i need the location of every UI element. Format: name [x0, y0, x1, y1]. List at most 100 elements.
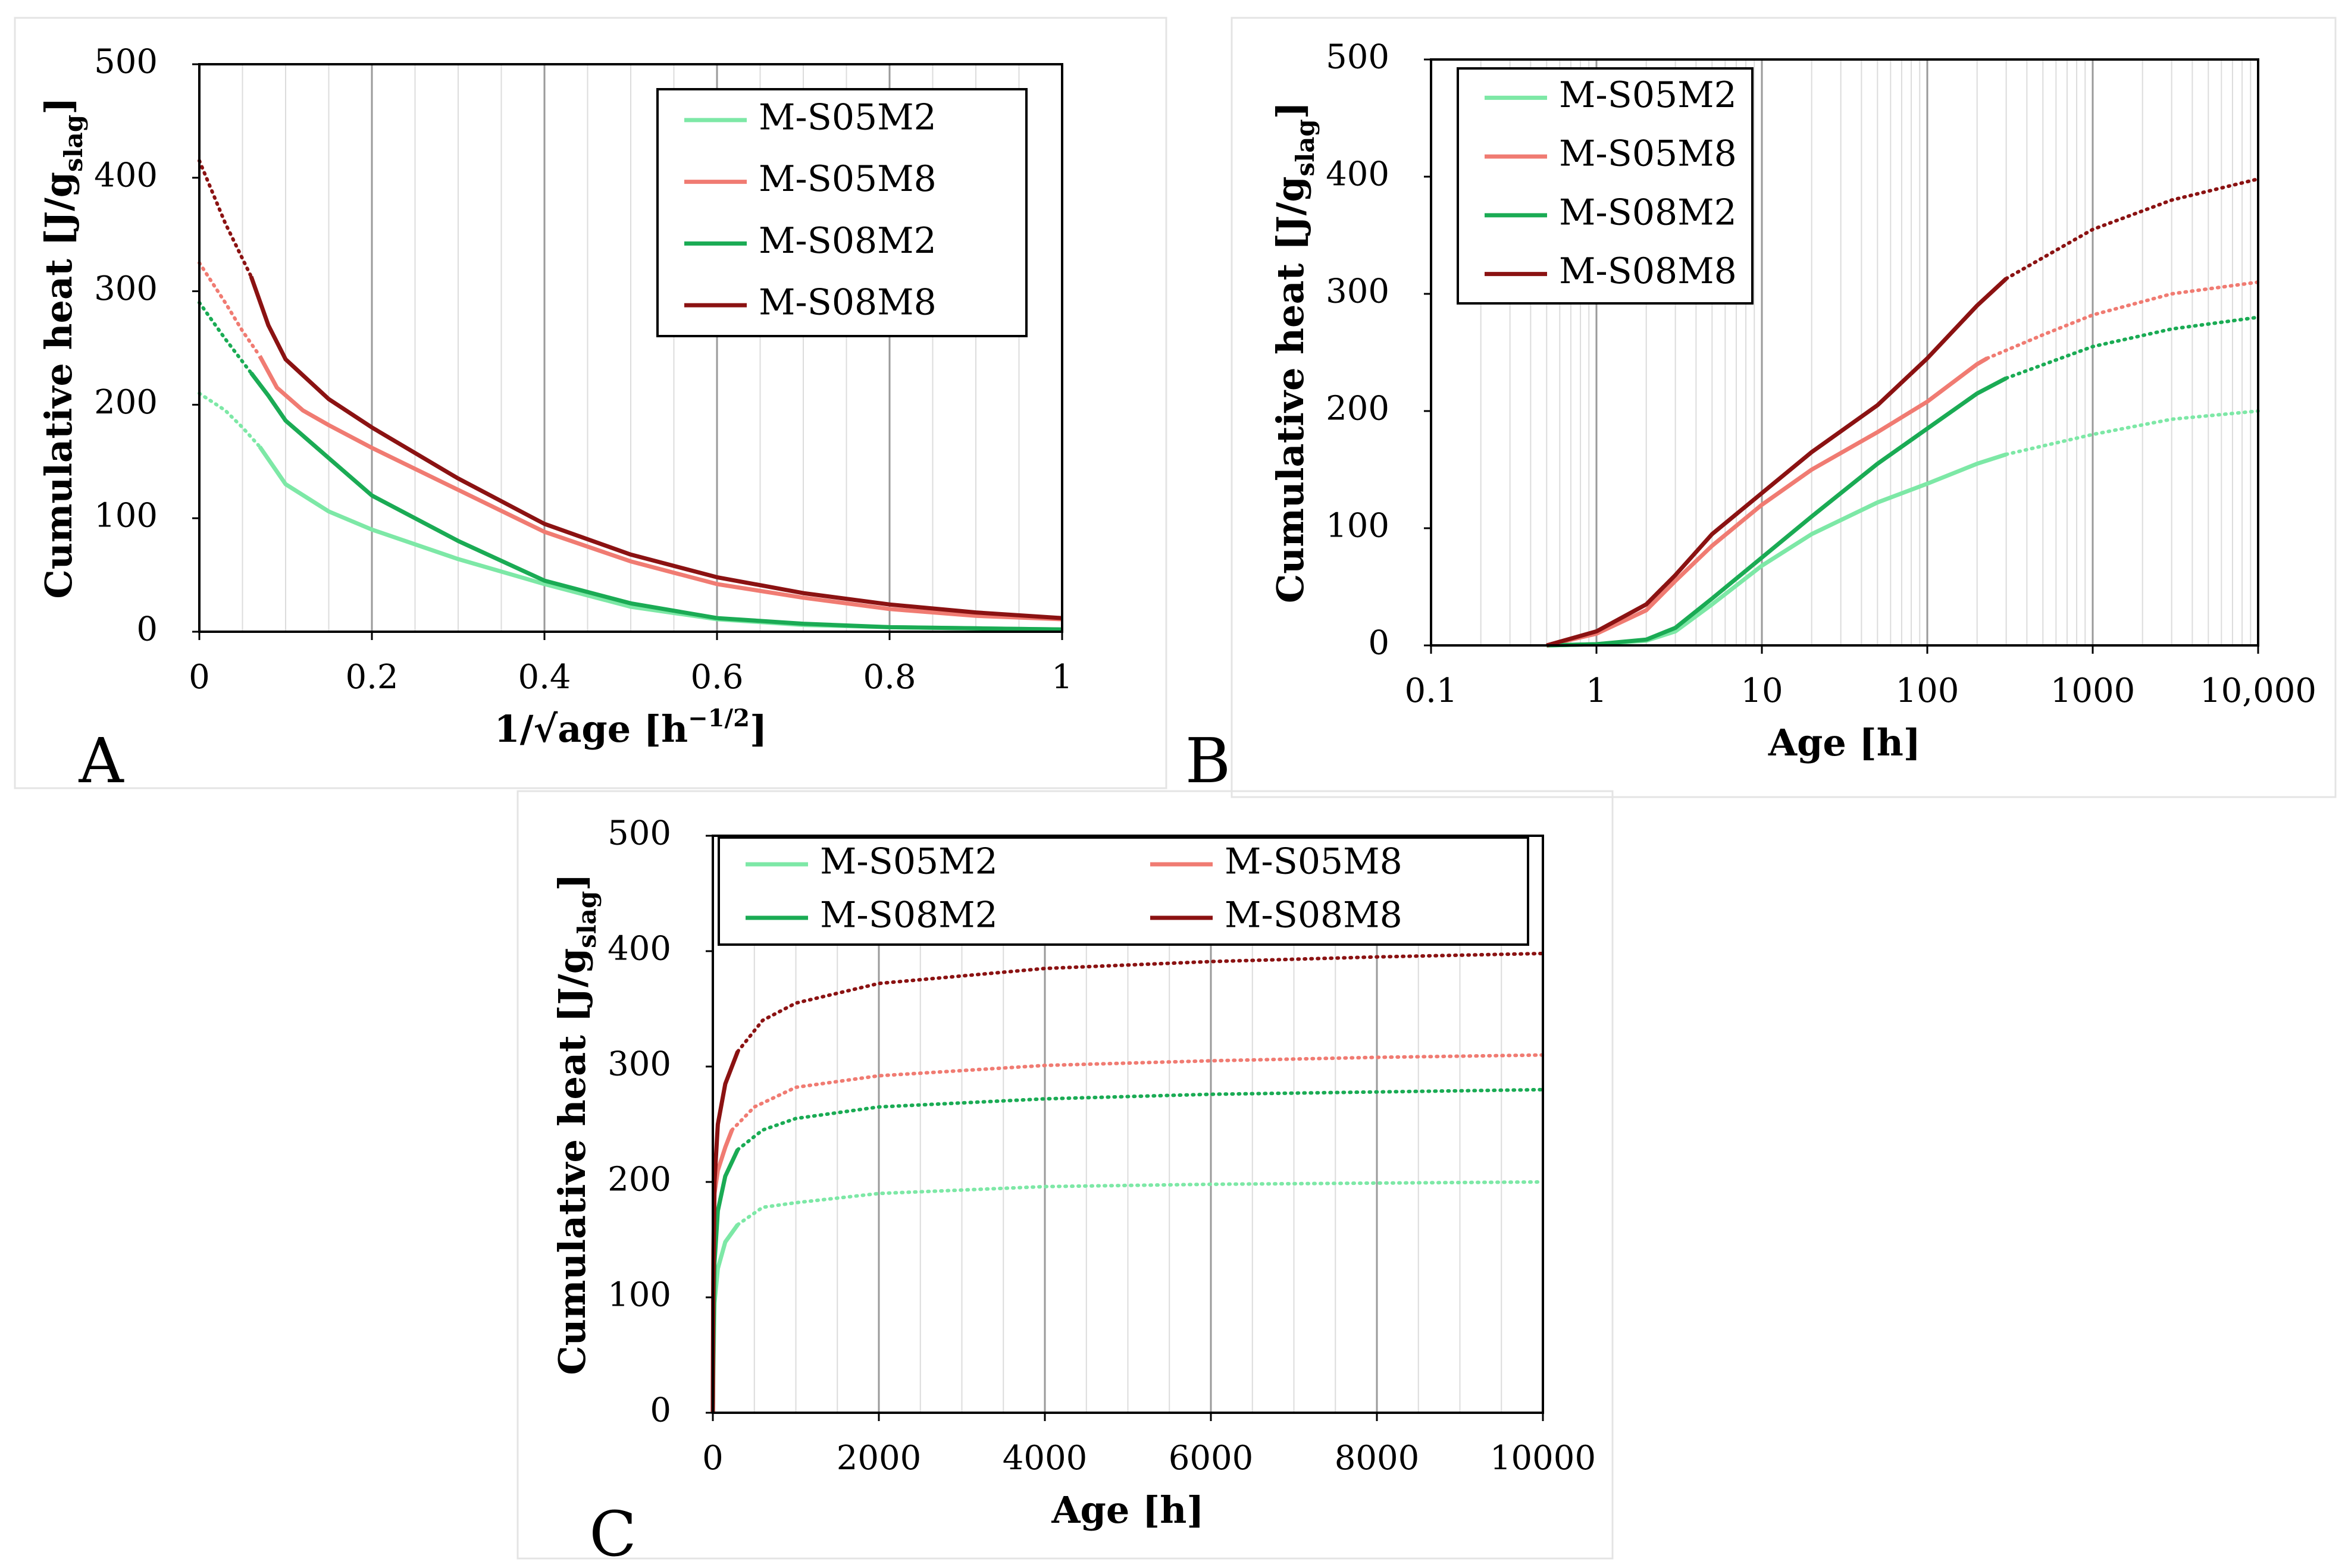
y-axis-label: Cumulative heat [J/gslag] [37, 97, 88, 598]
series-line-measured [1546, 356, 1989, 648]
panel-letter: C [589, 1498, 637, 1568]
x-tick-label: 10 [1740, 672, 1783, 710]
x-tick-label: 2000 [837, 1439, 922, 1478]
series-m-s08m8 [1546, 177, 2260, 648]
legend-item: M-S08M2 [746, 895, 998, 936]
y-tick-label: 0 [650, 1391, 671, 1430]
series-line-measured [249, 275, 1063, 620]
y-tick-label: 200 [608, 1161, 671, 1199]
series-m-s05m8 [198, 261, 1063, 622]
legend-label: M-S08M2 [1559, 192, 1737, 233]
series-line-measured [249, 371, 1063, 632]
legend-item: M-S05M8 [1150, 841, 1402, 883]
series-line-extrapolated [198, 159, 253, 278]
series-line-extrapolated [735, 1087, 1545, 1152]
y-tick-label: 400 [94, 156, 158, 195]
legend-item: M-S08M2 [1485, 192, 1737, 233]
y-tick-label: 300 [608, 1045, 671, 1084]
x-tick-label: 0.1 [1404, 672, 1457, 710]
panel-letter: B [1185, 725, 1231, 797]
legend-label: M-S05M8 [759, 158, 937, 200]
legend-item: M-S08M8 [684, 282, 937, 324]
series-line-extrapolated [198, 391, 262, 449]
series-line-measured [258, 355, 1063, 622]
legend-item: M-S08M8 [1150, 895, 1402, 936]
legend: M-S05M2 M-S05M8 M-S08M2 M-S08M8 [656, 88, 1028, 337]
series-line-extrapolated [2004, 409, 2260, 456]
legend-label: M-S05M8 [1559, 133, 1737, 175]
legend-item: M-S05M2 [746, 841, 998, 883]
x-axis-label: Age [h] [1768, 721, 1921, 764]
y-tick-label: 400 [608, 930, 671, 968]
legend-label: M-S08M8 [1559, 250, 1737, 292]
plot-area-frame [1430, 58, 2259, 647]
x-tick-label: 0.6 [690, 658, 743, 697]
series-m-s08m8 [198, 159, 1063, 620]
chart-panel-c: 0 100 200 300 400 500 0 2000 4000 6000 8000 10000 Ag… [550, 814, 1596, 1568]
y-tick-label: 200 [1326, 390, 1389, 428]
legend-label: M-S05M2 [1559, 74, 1737, 116]
legend-label: M-S08M2 [759, 220, 937, 262]
legend-label: M-S05M2 [759, 96, 937, 138]
legend-item: M-S05M8 [684, 158, 937, 200]
x-tick-label: 1000 [2050, 672, 2136, 710]
legend-label: M-S08M2 [820, 895, 998, 936]
legend-item: M-S08M2 [684, 220, 937, 262]
y-tick-label: 0 [136, 610, 158, 649]
x-tick-label: 0 [189, 658, 210, 697]
x-tick-label: 100 [1896, 672, 1959, 710]
series-m-s05m8 [1546, 280, 2260, 648]
x-tick-label: 10000 [1490, 1439, 1596, 1478]
legend-item: M-S05M2 [684, 96, 937, 138]
legend: M-S05M2 M-S05M8 M-S08M2 M-S08M8 [1457, 67, 1754, 305]
series-line-measured [1546, 277, 2008, 648]
series-m-s08m2 [198, 300, 1063, 632]
x-axis-label: Age [h] [1051, 1488, 1204, 1532]
series-line-extrapolated [735, 1180, 1545, 1227]
series-line-extrapolated [1985, 280, 2260, 360]
y-tick-label: 200 [94, 383, 158, 422]
series-line-measured [1546, 376, 2008, 648]
chart-panel-b: 0 100 200 300 400 500 0.1 1 10 100 1000 10,000 Age [… [1185, 38, 2316, 798]
x-tick-label: 1 [1586, 672, 1607, 710]
y-tick-label: 100 [94, 497, 158, 535]
series-line-extrapolated [735, 951, 1545, 1053]
legend-label: M-S08M8 [759, 282, 937, 324]
y-tick-label: 300 [1326, 272, 1389, 311]
x-tick-label: 6000 [1169, 1439, 1254, 1478]
legend-item: M-S05M8 [1485, 133, 1737, 175]
x-tick-label: 8000 [1335, 1439, 1420, 1478]
x-axis-label: 1/√age [h−1/2] [494, 704, 768, 751]
x-tick-label: 0.4 [518, 658, 571, 697]
legend-item: M-S05M2 [1485, 74, 1737, 116]
y-tick-label: 300 [94, 269, 158, 308]
legend-item: M-S08M8 [1485, 250, 1737, 292]
series-line-extrapolated [198, 261, 262, 358]
series-line-extrapolated [730, 1053, 1545, 1132]
y-tick-label: 100 [1326, 507, 1389, 545]
x-tick-label: 4000 [1003, 1439, 1088, 1478]
series-m-s08m2 [1546, 315, 2260, 648]
legend-label: M-S05M2 [820, 841, 998, 883]
x-tick-label: 0.8 [863, 658, 916, 697]
x-tick-label: 1 [1051, 658, 1073, 697]
y-tick-label: 400 [1326, 155, 1389, 194]
series-line-extrapolated [2004, 315, 2260, 380]
legend-label: M-S05M8 [1225, 841, 1402, 883]
legend: M-S05M2 M-S05M8 M-S08M2 M-S08M8 [718, 836, 1529, 946]
y-tick-label: 500 [1326, 38, 1389, 77]
x-tick-label: 10,000 [2200, 672, 2316, 710]
x-tick-label: 0 [702, 1439, 724, 1478]
plot-area-frame [198, 63, 1063, 633]
panel-letter: A [78, 725, 124, 797]
x-tick-label: 0.2 [345, 658, 398, 697]
y-axis-label: Cumulative heat [J/gslag] [1269, 102, 1320, 603]
chart-panel-a: 0 100 200 300 400 500 0 0.2 0.4 0.6 0.8 1 1/√age [h−… [37, 43, 1073, 798]
y-axis-label: Cumulative heat [J/gslag] [550, 873, 602, 1375]
series-line-extrapolated [2004, 177, 2260, 281]
plot-area-frame [712, 835, 1544, 1414]
y-tick-label: 500 [94, 43, 158, 81]
y-tick-label: 0 [1368, 624, 1389, 663]
y-tick-label: 500 [608, 814, 671, 853]
